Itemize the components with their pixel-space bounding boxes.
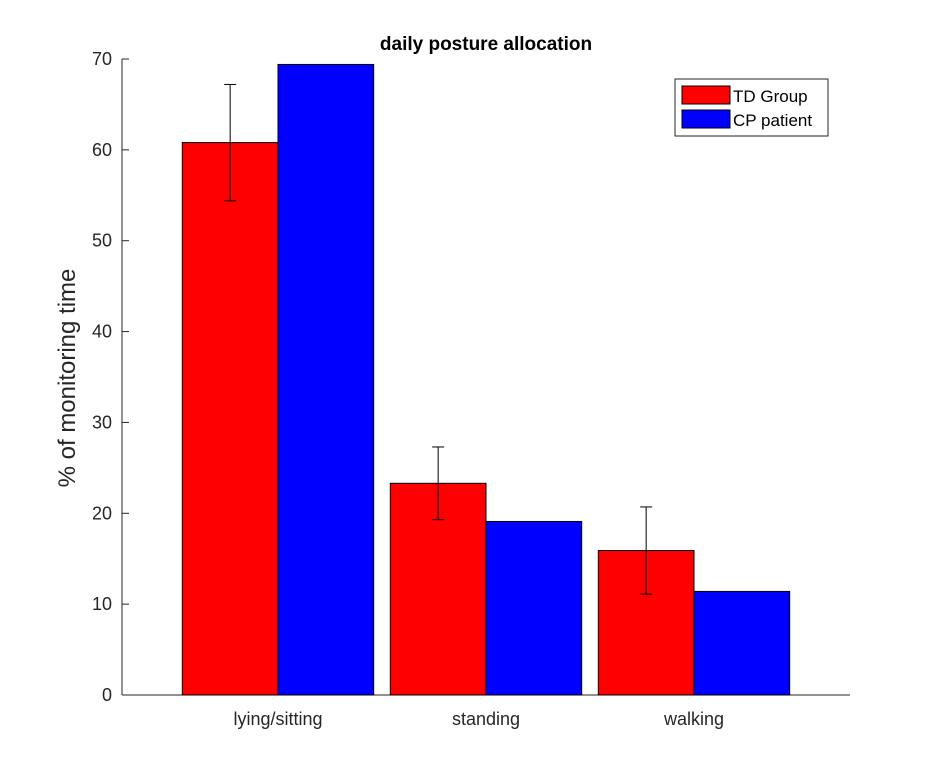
bar — [485, 520, 583, 696]
bar — [693, 590, 791, 696]
x-tick-label: walking — [663, 709, 724, 729]
legend-swatch — [681, 109, 731, 129]
bar — [277, 63, 375, 696]
y-tick-label: 30 — [92, 412, 112, 432]
y-tick-label: 70 — [92, 49, 112, 69]
y-tick-label: 60 — [92, 140, 112, 160]
plot-area: 0 10 20 30 40 50 60 70 lying/sitting standing walk… — [92, 49, 850, 729]
legend-swatch — [681, 85, 731, 105]
y-tick-label: 40 — [92, 322, 112, 342]
y-tick-label: 20 — [92, 503, 112, 523]
y-tick-label: 50 — [92, 231, 112, 251]
x-tick-label: standing — [452, 709, 520, 729]
chart-title: daily posture allocation — [380, 34, 592, 55]
legend-label: TD Group — [733, 87, 808, 106]
y-tick-label: 0 — [102, 685, 112, 705]
x-tick-label: lying/sitting — [233, 709, 322, 729]
legend-label: CP patient — [733, 111, 812, 130]
bar — [181, 142, 279, 696]
legend: TD Group CP patient — [674, 78, 829, 137]
y-axis-label: % of monitoring time — [54, 269, 81, 488]
y-tick-label: 10 — [92, 594, 112, 614]
